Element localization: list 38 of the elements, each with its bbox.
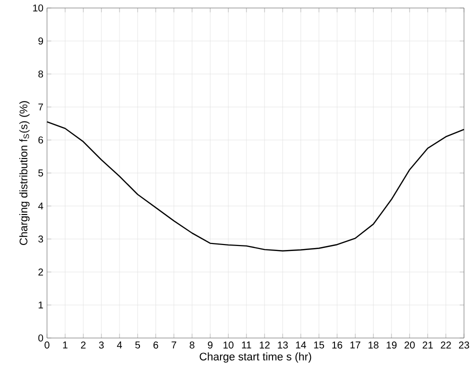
x-tick-label: 12 [260,342,270,348]
x-tick-label: 2 [80,342,86,348]
x-tick-label: 9 [208,342,212,349]
y-tick-label: 10 [33,4,44,12]
x-tick-label: 1 [63,342,68,348]
y-tick-label: 5 [38,170,44,176]
x-tick-label: 4 [116,342,122,348]
y-tick-label: 9 [38,37,44,45]
x-tick-label: 15 [314,342,324,348]
y-tick-label: 4 [38,202,44,210]
x-tick-label: 19 [386,342,397,349]
y-tick-label: 0 [38,334,44,342]
x-tick-label: 10 [224,342,234,349]
y-tick-label: 3 [38,235,44,243]
y-tick-label: 1 [38,302,43,308]
x-tick-label: 0 [44,342,50,349]
y-tick-label: 7 [38,104,43,110]
x-tick-label: 14 [296,342,306,348]
x-axis-title: Charge start time s (hr) [200,352,312,363]
x-tick-label: 13 [278,342,288,349]
x-tick-label: 11 [242,342,252,348]
x-tick-label: 17 [350,342,360,348]
x-tick-label: 3 [98,342,104,349]
x-tick-label: 16 [332,342,342,349]
x-tick-label: 20 [404,342,415,349]
line-series [46,121,465,252]
y-axis-title: Charging distribution f$_{S}$(s) (%) [19,101,30,245]
x-tick-label: 21 [422,342,433,348]
x-tick-label: 5 [135,342,140,348]
x-tick-label: 7 [172,342,176,348]
x-tick-label: 6 [154,342,158,349]
x-tick-label: 23 [458,342,470,349]
x-tick-label: 18 [368,342,378,349]
y-tick-label: 6 [38,136,44,144]
x-tick-label: 22 [440,342,451,348]
x-tick-label: 8 [190,342,194,349]
y-tick-label: 8 [38,70,44,78]
y-tick-label: 2 [38,268,43,276]
